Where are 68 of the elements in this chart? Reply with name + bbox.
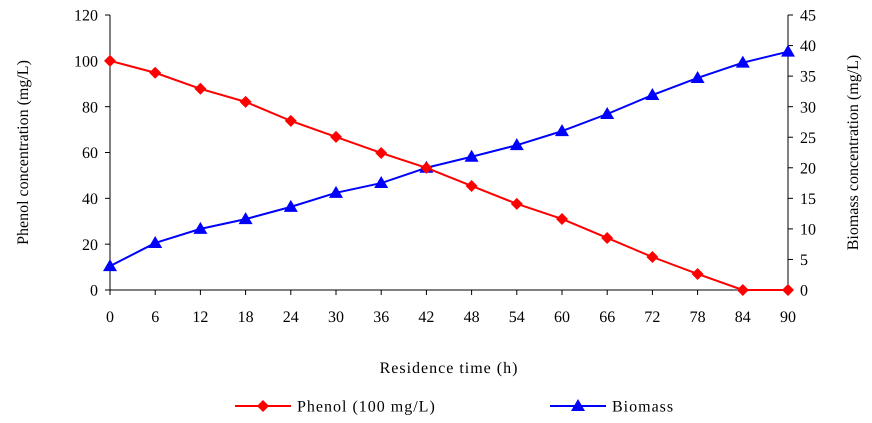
y-tick-label: 120 bbox=[74, 8, 98, 25]
point bbox=[330, 130, 342, 143]
point bbox=[375, 146, 388, 159]
legend-label: Phenol (100 mg/L) bbox=[297, 398, 436, 416]
point bbox=[464, 150, 479, 162]
point bbox=[510, 198, 523, 210]
x-tick-label: 30 bbox=[328, 309, 344, 326]
y2-tick-label: 40 bbox=[800, 38, 816, 56]
point bbox=[736, 56, 750, 68]
x-tick-label: 90 bbox=[780, 309, 796, 326]
point bbox=[736, 284, 749, 296]
y-tick-label: 100 bbox=[74, 53, 98, 70]
y2-tick-label: 30 bbox=[800, 99, 816, 116]
y2-tick-label: 25 bbox=[800, 130, 816, 147]
point bbox=[240, 96, 252, 108]
point bbox=[284, 114, 297, 127]
y-tick-label: 40 bbox=[82, 190, 98, 208]
y-tick-label: 80 bbox=[82, 99, 98, 116]
point bbox=[645, 88, 660, 100]
point bbox=[692, 268, 704, 280]
y-tick-label: 20 bbox=[82, 236, 98, 254]
x-tick-label: 18 bbox=[238, 309, 254, 326]
point bbox=[103, 259, 117, 272]
point bbox=[556, 212, 568, 225]
x-tick-label: 42 bbox=[418, 309, 434, 326]
point bbox=[194, 82, 206, 95]
point bbox=[555, 124, 569, 136]
legend-label: Biomass bbox=[612, 398, 674, 416]
x-axis-title: Residence time (h) bbox=[380, 360, 518, 377]
point bbox=[601, 232, 614, 244]
x-tick-label: 72 bbox=[644, 309, 660, 326]
x-tick-label: 78 bbox=[690, 309, 706, 326]
y2-tick-label: 15 bbox=[800, 190, 816, 208]
point bbox=[193, 222, 208, 234]
x-tick-label: 6 bbox=[151, 309, 160, 326]
y2-tick-label: 5 bbox=[800, 252, 808, 270]
point bbox=[466, 180, 478, 192]
y2-tick-label: 35 bbox=[800, 68, 816, 86]
point bbox=[781, 44, 795, 57]
y2-tick-label: 20 bbox=[800, 160, 816, 178]
point bbox=[510, 138, 524, 150]
point bbox=[646, 251, 658, 263]
y2-tick-label: 10 bbox=[800, 221, 816, 238]
x-tick-label: 60 bbox=[554, 309, 570, 326]
point bbox=[690, 70, 705, 83]
x-tick-label: 48 bbox=[464, 309, 480, 326]
x-tick-label: 12 bbox=[192, 309, 208, 326]
y-tick-label: 0 bbox=[90, 282, 98, 300]
point bbox=[104, 54, 116, 67]
point bbox=[782, 284, 794, 296]
x-tick-label: 24 bbox=[282, 309, 299, 326]
point bbox=[329, 186, 343, 198]
x-tick-label: 54 bbox=[508, 309, 525, 326]
x-tick-label: 66 bbox=[599, 309, 616, 326]
x-tick-label: 84 bbox=[734, 309, 751, 326]
x-tick-label: 36 bbox=[373, 309, 390, 326]
y2-tick-label: 0 bbox=[800, 282, 808, 300]
point bbox=[149, 66, 162, 79]
point bbox=[148, 236, 162, 248]
point bbox=[374, 176, 388, 188]
point bbox=[284, 200, 298, 212]
y-axis-title: Phenol concentration (mg/L) bbox=[15, 60, 32, 245]
point bbox=[600, 107, 614, 119]
y2-tick-label: 45 bbox=[800, 8, 816, 25]
y2-axis-title: Biomass concentration (mg/L) bbox=[845, 54, 862, 250]
y-tick-label: 60 bbox=[82, 145, 98, 162]
point bbox=[238, 212, 253, 224]
x-tick-label: 0 bbox=[106, 309, 114, 326]
